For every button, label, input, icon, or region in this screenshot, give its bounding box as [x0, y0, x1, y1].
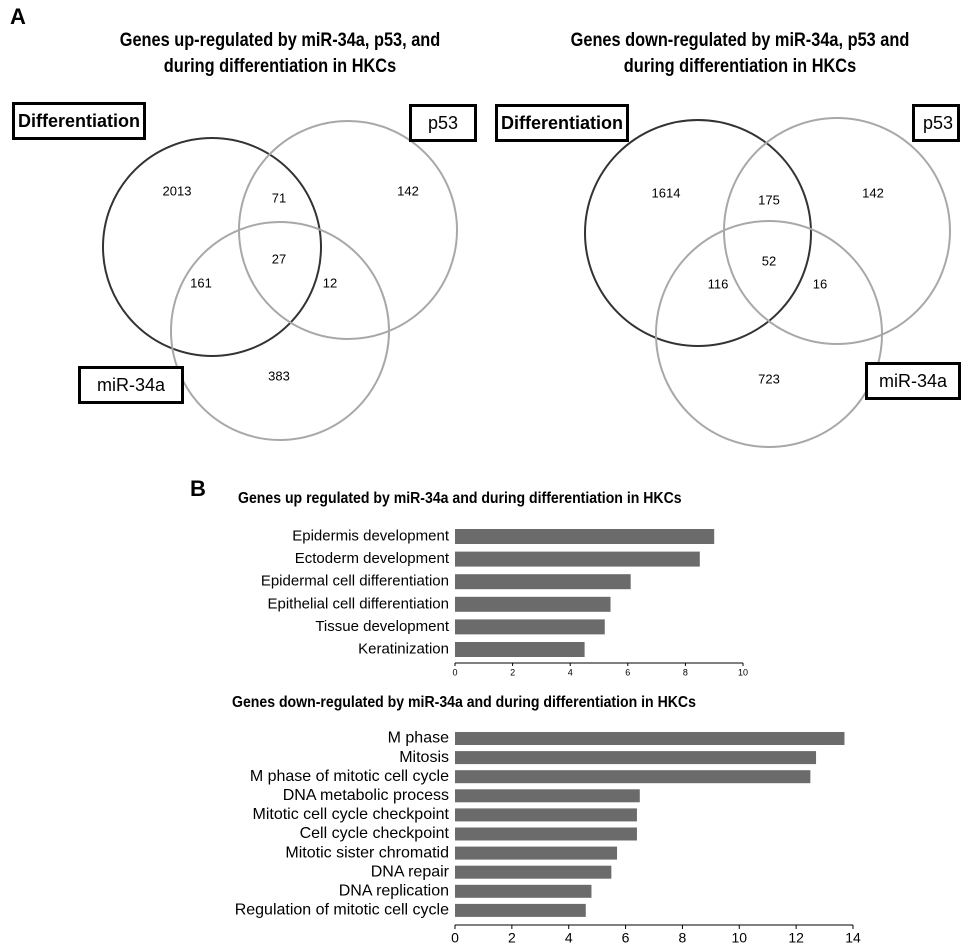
bar-up-x-tick-label: 6 — [625, 667, 630, 677]
venn-left-count-differentiation-only: 2013 — [163, 183, 192, 198]
venn-right-mir34a-label: miR-34a — [865, 362, 961, 400]
bar-down-category-label: Cell cycle checkpoint — [300, 825, 450, 842]
bar-down-category-label: DNA repair — [371, 863, 450, 880]
venn-right-p53-label: p53 — [912, 104, 960, 142]
bar-up-bar — [455, 596, 611, 612]
bar-down-category-label: Mitosis — [399, 749, 449, 766]
bar-down-bar — [455, 751, 817, 765]
venn-right-title: Genes down-regulated by miR-34a, p53 and… — [516, 28, 963, 80]
bar-down-x-tick-label: 8 — [679, 929, 687, 945]
bar-down-category-label: DNA replication — [339, 883, 449, 900]
bar-down-x-tick-label: 10 — [731, 929, 747, 945]
bar-down-category-label: M phase of mitotic cell cycle — [250, 768, 449, 785]
bar-up-x-tick-label: 2 — [510, 667, 515, 677]
bar-up-bar — [455, 642, 585, 657]
bar-down-x-tick-label: 0 — [451, 929, 459, 945]
bar-down-bar — [455, 865, 612, 879]
venn-left-p53-label: p53 — [409, 104, 477, 142]
venn-left-count-all-three: 27 — [272, 251, 286, 266]
bar-down-bar — [455, 789, 640, 803]
bar-up-category-label: Epithelial cell differentiation — [267, 595, 449, 612]
venn-left-p53-circle — [238, 120, 458, 340]
venn-right-title-line1: Genes down-regulated by miR-34a, p53 and — [570, 30, 910, 51]
venn-left-differentiation-label: Differentiation — [12, 102, 146, 140]
panel-b-letter: B — [190, 476, 206, 501]
bar-down-bar — [455, 808, 637, 822]
bar-down-bar — [455, 770, 811, 784]
bar-chart-down-title: Genes down-regulated by miR-34a and duri… — [232, 694, 696, 711]
venn-left-count-p53-mir34a: 12 — [323, 275, 337, 290]
bar-down-x-tick-label: 6 — [622, 929, 630, 945]
bar-up-x-tick-label: 10 — [738, 667, 748, 677]
venn-right-count-p53-mir34a: 16 — [813, 276, 827, 291]
venn-right-count-differentiation-mir34a: 116 — [708, 276, 729, 291]
bar-up-x-tick-label: 0 — [452, 667, 457, 677]
bar-up-category-label: Epidermal cell differentiation — [261, 573, 449, 590]
bar-down-bar — [455, 846, 618, 860]
bar-up-x-tick-label: 8 — [683, 667, 688, 677]
bar-down-bar — [455, 884, 592, 898]
venn-left-mir34a-circle — [170, 221, 390, 441]
bar-down-bar — [455, 732, 845, 745]
venn-left-title-line2: during differentiation in HKCs — [163, 56, 397, 77]
bar-down-x-tick-label: 12 — [788, 929, 804, 945]
bar-down-bar — [455, 903, 586, 917]
venn-left-mir34a-label: miR-34a — [78, 366, 184, 404]
venn-right-differentiation-label: Differentiation — [495, 104, 629, 142]
venn-left-differentiation-circle — [102, 137, 322, 357]
bar-up-category-label: Ectoderm development — [295, 550, 450, 567]
venn-left-count-differentiation-p53: 71 — [272, 190, 286, 205]
venn-right-count-all-three: 52 — [762, 253, 776, 268]
venn-right-title-line2: during differentiation in HKCs — [623, 56, 857, 77]
venn-right-diagram: 1614 142 723 175 116 16 52 — [584, 117, 951, 448]
bar-chart-up-title: Genes up regulated by miR-34a and during… — [238, 490, 682, 507]
venn-right-count-differentiation-only: 1614 — [652, 185, 681, 200]
bar-down-category-label: M phase — [388, 730, 449, 747]
bar-up-bar — [455, 551, 700, 567]
panel-a-letter: A — [10, 4, 26, 29]
bar-down-x-tick-label: 14 — [845, 929, 861, 945]
bar-chart-down: M phase Mitosis M phase of mitotic cell cy… — [235, 730, 861, 946]
venn-left-title: Genes up-regulated by miR-34a, p53, and … — [56, 28, 503, 80]
venn-right-mir34a-circle — [655, 220, 883, 448]
bar-up-x-tick-label: 4 — [568, 667, 573, 677]
venn-right-p53-circle — [723, 117, 951, 345]
venn-left-count-p53-only: 142 — [397, 183, 419, 198]
bar-down-x-tick-label: 4 — [565, 929, 573, 945]
bar-down-category-label: Regulation of mitotic cell cycle — [235, 902, 449, 919]
bar-up-category-label: Epidermis development — [292, 527, 450, 544]
venn-right-count-p53-only: 142 — [862, 185, 884, 200]
bar-down-x-tick-label: 2 — [508, 929, 516, 945]
venn-left-count-mir34a-only: 383 — [268, 368, 290, 383]
venn-right-differentiation-circle — [584, 119, 812, 347]
venn-right-count-differentiation-p53: 175 — [758, 192, 780, 207]
venn-right-count-mir34a-only: 723 — [758, 371, 780, 386]
bar-down-bar — [455, 827, 637, 841]
bar-up-category-label: Tissue development — [315, 618, 450, 635]
venn-left-count-differentiation-mir34a: 161 — [190, 275, 212, 290]
bar-up-category-label: Keratinization — [358, 640, 449, 657]
bar-up-bar — [455, 529, 715, 544]
venn-left-title-line1: Genes up-regulated by miR-34a, p53, and — [119, 30, 441, 51]
bar-up-bar — [455, 619, 605, 635]
bar-up-bar — [455, 574, 631, 590]
bar-down-category-label: DNA metabolic process — [283, 787, 449, 804]
bar-chart-up: Epidermis development Ectoderm developmen… — [261, 527, 748, 677]
bar-down-category-label: Mitotic cell cycle checkpoint — [252, 806, 449, 823]
venn-left-diagram: 2013 142 383 71 161 12 27 — [102, 120, 458, 441]
bar-down-category-label: Mitotic sister chromatid — [285, 844, 449, 861]
